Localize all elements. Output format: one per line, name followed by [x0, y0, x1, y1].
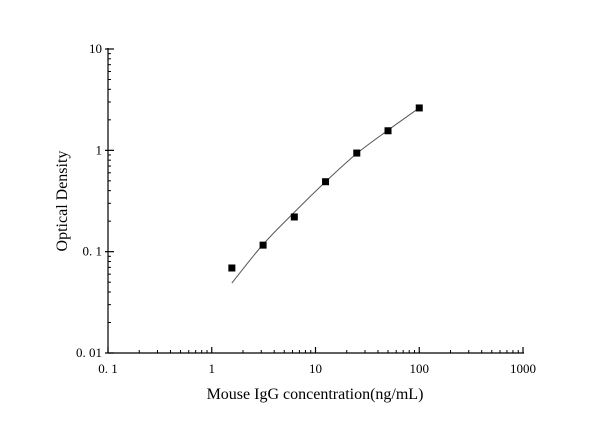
data-points-layer [228, 104, 423, 272]
data-point [290, 213, 298, 221]
x-axis-title: Mouse IgG concentration(ng/mL) [207, 386, 424, 403]
y-tick-label: 0. 1 [83, 244, 103, 259]
data-point [228, 264, 236, 272]
x-tick-label: 100 [410, 361, 430, 376]
x-tick-label: 1 [209, 361, 216, 376]
y-axis-title: Optical Density [54, 151, 71, 252]
y-tick-label: 1 [96, 142, 103, 157]
data-point [353, 149, 361, 157]
data-point [322, 178, 330, 186]
data-point [384, 127, 392, 135]
x-tick-label: 10 [309, 361, 322, 376]
y-tick-label: 10 [89, 41, 102, 56]
x-tick-label: 0. 1 [98, 361, 118, 376]
data-point [415, 104, 423, 112]
data-point [259, 241, 267, 249]
y-tick-label: 0. 01 [76, 345, 102, 360]
x-tick-label: 1000 [510, 361, 536, 376]
